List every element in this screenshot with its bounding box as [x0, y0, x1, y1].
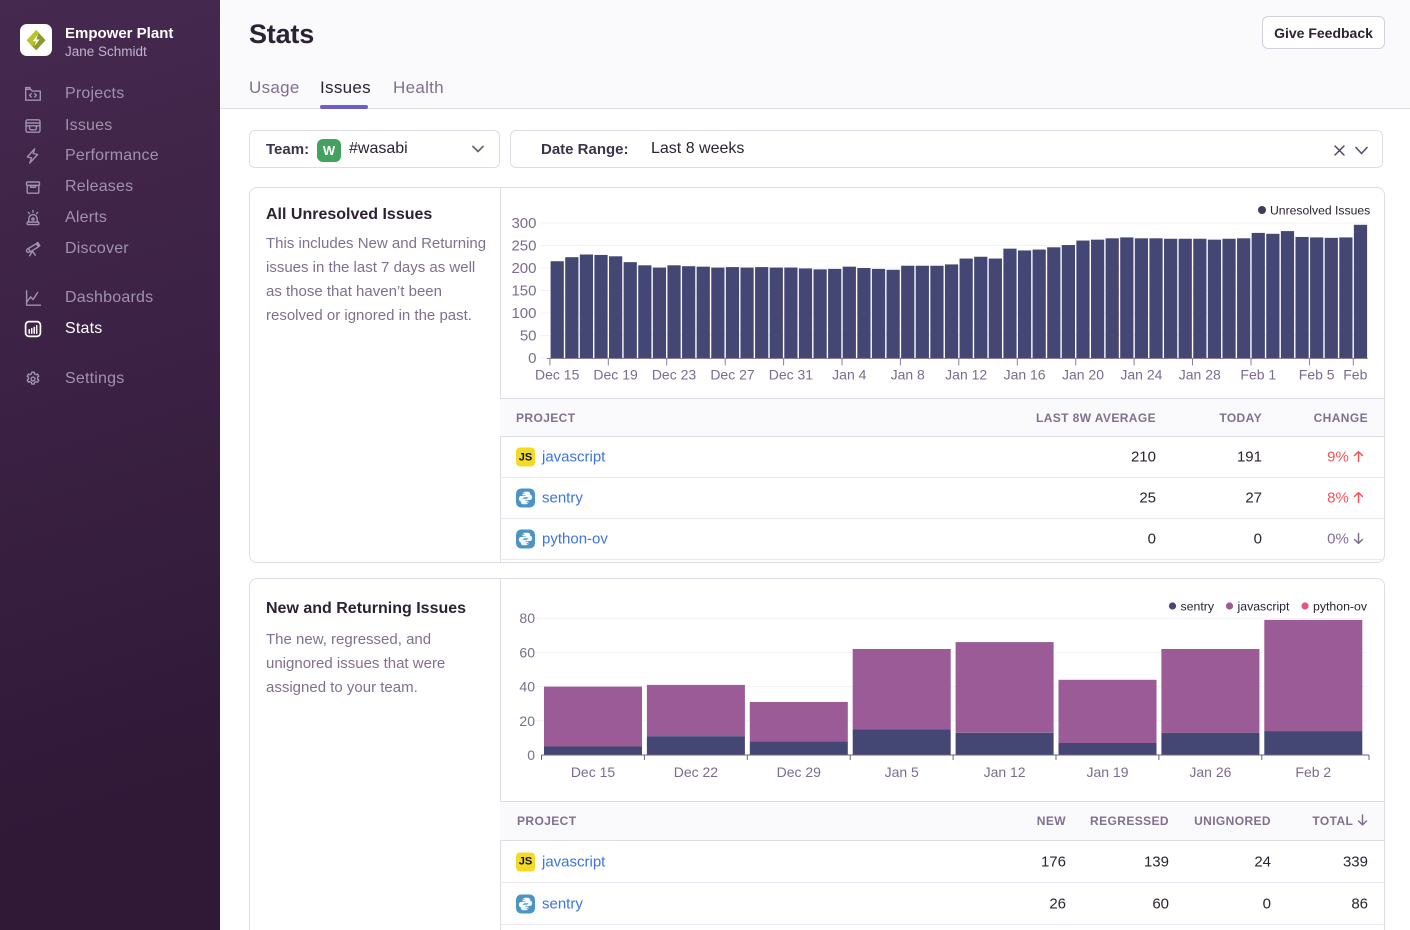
svg-text:Dec 29: Dec 29: [777, 764, 822, 780]
svg-text:Dec 27: Dec 27: [710, 367, 755, 383]
svg-text:Jan 16: Jan 16: [1004, 367, 1046, 383]
svg-text:100: 100: [511, 305, 536, 322]
svg-text:Dec 31: Dec 31: [769, 367, 814, 383]
svg-text:60: 60: [519, 644, 535, 660]
svg-text:Feb: Feb: [1343, 367, 1367, 383]
svg-text:Dec 23: Dec 23: [652, 367, 697, 383]
svg-text:Jan 12: Jan 12: [984, 764, 1026, 780]
svg-text:Dec 15: Dec 15: [571, 764, 616, 780]
svg-text:Jan 20: Jan 20: [1062, 367, 1104, 383]
svg-text:Jan 28: Jan 28: [1179, 367, 1221, 383]
svg-text:50: 50: [520, 328, 537, 345]
svg-text:Feb 2: Feb 2: [1295, 764, 1331, 780]
svg-text:Jan 12: Jan 12: [945, 367, 987, 383]
svg-text:300: 300: [511, 215, 536, 232]
svg-text:python-ov: python-ov: [1313, 600, 1368, 614]
svg-text:0: 0: [528, 350, 536, 367]
svg-text:0: 0: [527, 747, 535, 763]
svg-text:sentry: sentry: [1181, 600, 1215, 614]
svg-text:Dec 22: Dec 22: [674, 764, 719, 780]
svg-text:150: 150: [511, 283, 536, 300]
svg-text:javascript: javascript: [1237, 600, 1291, 614]
svg-text:80: 80: [519, 610, 535, 626]
svg-text:Feb 5: Feb 5: [1299, 367, 1335, 383]
svg-text:Jan 8: Jan 8: [891, 367, 925, 383]
svg-text:40: 40: [519, 679, 535, 695]
svg-text:Jan 24: Jan 24: [1120, 367, 1162, 383]
svg-text:200: 200: [511, 260, 536, 277]
svg-text:20: 20: [519, 713, 535, 729]
svg-text:Jan 26: Jan 26: [1189, 764, 1231, 780]
svg-text:Unresolved Issues: Unresolved Issues: [1270, 204, 1370, 218]
svg-text:Dec 15: Dec 15: [535, 367, 580, 383]
svg-text:Jan 4: Jan 4: [832, 367, 866, 383]
svg-text:250: 250: [511, 238, 536, 255]
svg-text:Feb 1: Feb 1: [1240, 367, 1276, 383]
svg-text:Dec 19: Dec 19: [593, 367, 638, 383]
svg-text:Jan 19: Jan 19: [1086, 764, 1128, 780]
svg-text:Jan 5: Jan 5: [885, 764, 919, 780]
